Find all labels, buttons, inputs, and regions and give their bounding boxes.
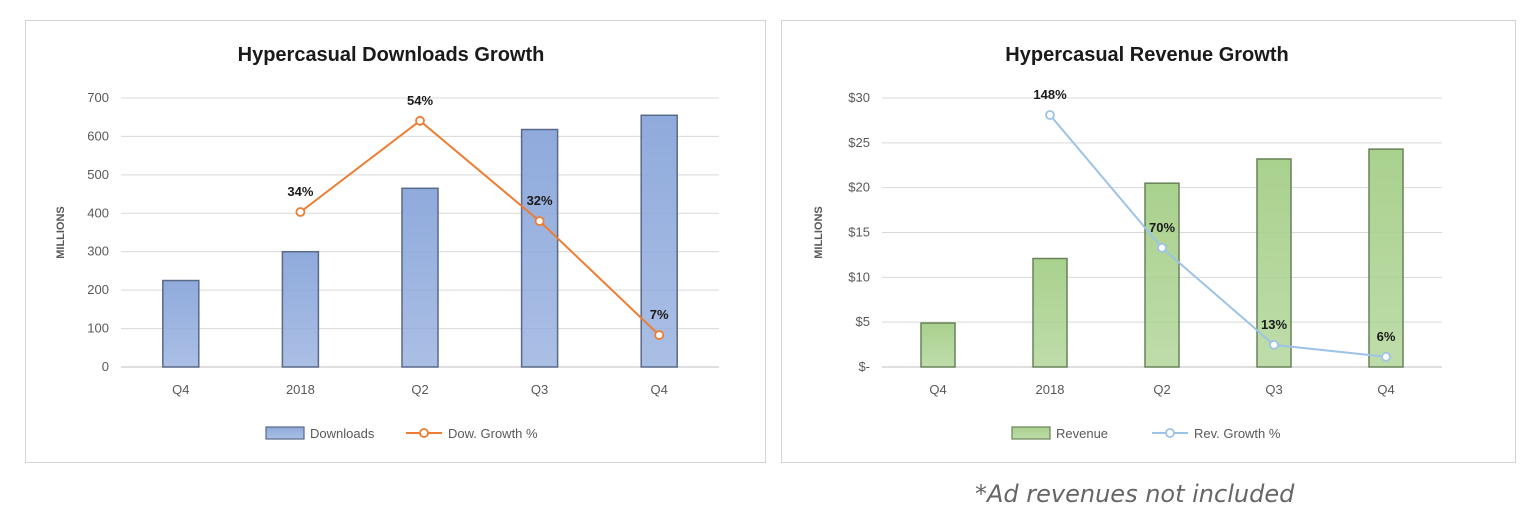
y-tick-label: 0 [102, 359, 109, 374]
x-tick-label: 2018 [1036, 382, 1065, 397]
y-axis-label: MILLIONS [813, 206, 825, 259]
growth-point [415, 115, 425, 126]
bar [1032, 257, 1068, 368]
bar [281, 250, 320, 368]
legend: Downloads Dow. Growth % [265, 426, 538, 441]
chart-title: Hypercasual Downloads Growth [238, 44, 545, 66]
x-tick-label: Q2 [1153, 382, 1170, 397]
legend-label: Dow. Growth % [448, 426, 538, 441]
revenue-chart-panel: Hypercasual Revenue Growth MILLIONS $- $5 $1… [781, 20, 1516, 463]
y-tick-label: $15 [848, 225, 870, 240]
y-tick-label: 200 [87, 282, 109, 297]
y-tick-label: $20 [848, 180, 870, 195]
growth-point [295, 207, 306, 217]
growth-data-label: 13% [1261, 317, 1287, 332]
bar [1144, 182, 1180, 368]
bar [1256, 158, 1292, 368]
legend-swatch-bar [265, 426, 305, 440]
y-tick-label: $5 [856, 314, 870, 329]
growth-line [299, 119, 660, 336]
legend-marker [1165, 428, 1175, 438]
y-tick-label: $25 [848, 135, 870, 150]
legend-label: Downloads [310, 426, 375, 441]
growth-data-label: 32% [527, 193, 553, 208]
growth-data-label: 70% [1149, 220, 1175, 235]
y-tick-label: $30 [848, 90, 870, 105]
growth-data-label: 148% [1033, 87, 1067, 102]
growth-point [1045, 110, 1055, 120]
legend-marker [419, 428, 429, 438]
y-tick-label: 100 [87, 321, 109, 336]
bar [1368, 148, 1404, 368]
legend-label: Rev. Growth % [1194, 426, 1281, 441]
y-tick-label: 500 [87, 167, 109, 182]
y-tick-label: $- [858, 359, 870, 374]
bar [640, 114, 678, 368]
growth-point [1381, 351, 1391, 362]
y-tick-label: 300 [87, 244, 109, 259]
x-tick-label: Q2 [411, 382, 428, 397]
bar [162, 279, 200, 368]
legend-swatch-bar [1011, 426, 1051, 440]
y-axis-label: MILLIONS [55, 206, 67, 259]
footnote: *Ad revenues not included [975, 480, 1295, 508]
growth-point [654, 330, 665, 340]
legend-label: Revenue [1056, 426, 1108, 441]
chart-title: Hypercasual Revenue Growth [1005, 44, 1288, 66]
growth-point [1269, 339, 1279, 350]
downloads-chart-panel: Hypercasual Downloads Growth MILLIONS 0 100… [25, 20, 766, 463]
growth-point [1157, 242, 1167, 253]
legend: Revenue Rev. Growth % [1011, 426, 1281, 441]
revenue-chart: Hypercasual Revenue Growth MILLIONS $- $5 $1… [813, 44, 1442, 441]
x-tick-label: Q4 [172, 382, 189, 397]
bar [401, 187, 439, 368]
x-tick-label: Q4 [651, 382, 668, 397]
x-tick-label: Q3 [531, 382, 548, 397]
growth-data-label: 54% [407, 93, 433, 108]
y-tick-label: 600 [87, 128, 109, 143]
bar [920, 322, 956, 368]
growth-line [1049, 114, 1387, 358]
y-tick-label: $10 [848, 269, 870, 284]
bar [520, 128, 559, 368]
y-tick-label: 700 [87, 90, 109, 105]
y-tick-label: 400 [87, 205, 109, 220]
x-tick-label: Q4 [929, 382, 946, 397]
downloads-chart: Hypercasual Downloads Growth MILLIONS 0 100… [55, 44, 719, 441]
growth-data-label: 34% [287, 184, 313, 199]
x-tick-label: Q4 [1377, 382, 1394, 397]
growth-data-label: 7% [650, 307, 669, 322]
x-tick-label: 2018 [286, 382, 315, 397]
x-tick-label: Q3 [1265, 382, 1282, 397]
growth-data-label: 6% [1377, 329, 1396, 344]
growth-point [534, 216, 545, 227]
